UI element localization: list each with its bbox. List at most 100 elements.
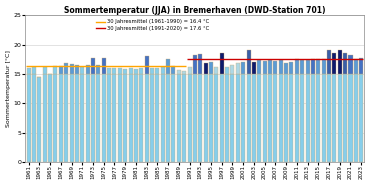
Bar — [279, 60, 283, 74]
Bar — [279, 74, 283, 162]
Bar — [284, 74, 288, 162]
Bar — [268, 74, 272, 162]
Bar — [188, 67, 192, 74]
Bar — [209, 74, 213, 162]
Bar — [204, 63, 208, 74]
Bar — [150, 74, 154, 162]
Bar — [107, 74, 111, 162]
Bar — [32, 67, 36, 74]
Bar — [80, 67, 84, 74]
Bar — [48, 74, 52, 162]
Bar — [311, 59, 315, 74]
Bar — [193, 74, 197, 162]
Bar — [107, 68, 111, 74]
Bar — [289, 74, 293, 162]
Bar — [102, 74, 106, 162]
Bar — [171, 66, 175, 74]
Bar — [128, 68, 132, 74]
Bar — [166, 59, 170, 74]
Bar — [91, 58, 95, 74]
Bar — [306, 74, 310, 162]
Bar — [354, 74, 358, 162]
Bar — [338, 74, 342, 162]
Bar — [316, 59, 320, 74]
Bar — [188, 74, 192, 162]
Bar — [209, 62, 213, 74]
Bar — [112, 68, 117, 74]
Bar — [257, 60, 261, 74]
Y-axis label: Sommertemperatur [°C]: Sommertemperatur [°C] — [6, 50, 11, 127]
Bar — [204, 74, 208, 162]
Bar — [343, 53, 347, 74]
Bar — [252, 62, 256, 74]
Bar — [32, 74, 36, 162]
Bar — [236, 74, 240, 162]
Bar — [166, 74, 170, 162]
Bar — [349, 74, 353, 162]
Bar — [338, 50, 342, 74]
Bar — [139, 68, 143, 74]
Bar — [246, 50, 250, 74]
Bar — [43, 74, 47, 162]
Bar — [80, 74, 84, 162]
Bar — [349, 55, 353, 74]
Bar — [118, 74, 122, 162]
Bar — [70, 64, 74, 74]
Bar — [220, 74, 224, 162]
Bar — [236, 63, 240, 74]
Bar — [96, 65, 100, 74]
Bar — [300, 74, 304, 162]
Bar — [322, 59, 326, 74]
Bar — [263, 74, 267, 162]
Bar — [75, 65, 79, 74]
Bar — [327, 74, 331, 162]
Bar — [343, 74, 347, 162]
Bar — [359, 58, 363, 74]
Bar — [27, 74, 31, 162]
Bar — [231, 74, 235, 162]
Bar — [123, 69, 127, 74]
Bar — [214, 74, 218, 162]
Bar — [198, 54, 202, 74]
Bar — [139, 74, 143, 162]
Bar — [91, 74, 95, 162]
Bar — [64, 63, 68, 74]
Bar — [193, 55, 197, 74]
Bar — [257, 74, 261, 162]
Bar — [295, 59, 299, 74]
Bar — [241, 62, 245, 74]
Bar — [128, 74, 132, 162]
Bar — [182, 71, 186, 74]
Bar — [225, 74, 229, 162]
Bar — [268, 60, 272, 74]
Bar — [118, 68, 122, 74]
Bar — [327, 50, 331, 74]
Bar — [220, 53, 224, 74]
Bar — [59, 66, 63, 74]
Legend: 30 Jahresmittel (1961-1990) = 16.4 °C, 30 Jahresmittel (1991-2020) = 17.6 °C: 30 Jahresmittel (1961-1990) = 16.4 °C, 3… — [96, 19, 210, 31]
Bar — [273, 74, 278, 162]
Bar — [155, 68, 159, 74]
Bar — [53, 66, 57, 74]
Bar — [27, 68, 31, 74]
Bar — [295, 74, 299, 162]
Bar — [43, 67, 47, 74]
Bar — [85, 65, 90, 74]
Bar — [332, 74, 336, 162]
Bar — [155, 74, 159, 162]
Bar — [134, 74, 138, 162]
Bar — [59, 74, 63, 162]
Bar — [322, 74, 326, 162]
Bar — [123, 74, 127, 162]
Bar — [182, 74, 186, 162]
Bar — [102, 58, 106, 74]
Bar — [177, 74, 181, 162]
Bar — [75, 74, 79, 162]
Bar — [198, 74, 202, 162]
Bar — [284, 63, 288, 74]
Bar — [112, 74, 117, 162]
Bar — [64, 74, 68, 162]
Bar — [263, 61, 267, 74]
Bar — [145, 56, 149, 74]
Bar — [150, 68, 154, 74]
